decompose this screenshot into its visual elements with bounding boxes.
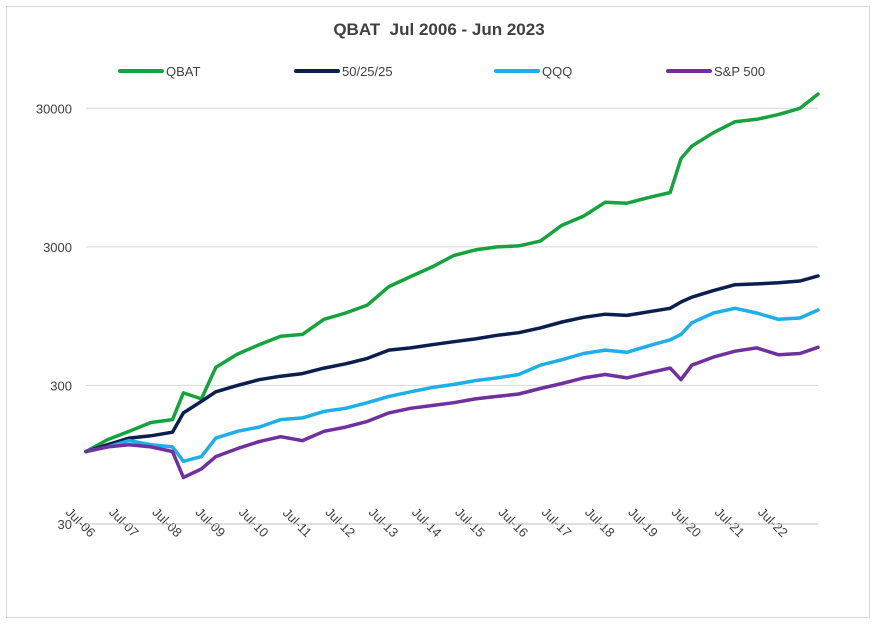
x-tick-label-Jul-16: Jul-16 xyxy=(496,504,532,540)
x-tick-label-Jul-11: Jul-11 xyxy=(280,505,315,540)
x-tick-label-Jul-21: Jul-21 xyxy=(712,504,748,540)
x-tick-label-Jul-20: Jul-20 xyxy=(669,504,705,540)
x-tick-label-Jul-18: Jul-18 xyxy=(582,504,618,540)
series-line-s-p-500 xyxy=(84,345,820,480)
legend-label-50-25-25: 50/25/25 xyxy=(342,64,393,79)
x-tick-label-Jul-09: Jul-09 xyxy=(193,504,229,540)
x-tick-label-Jul-19: Jul-19 xyxy=(625,504,661,540)
x-tick-label-Jul-14: Jul-14 xyxy=(409,504,445,540)
x-tick-label-Jul-08: Jul-08 xyxy=(149,504,185,540)
series-line-qbat xyxy=(84,92,820,454)
legend: QBAT 50/25/25 QQQ S&P 500 xyxy=(118,64,765,79)
x-tick-label-Jul-07: Jul-07 xyxy=(106,504,142,540)
y-axis: 30 300 3000 30000 xyxy=(36,101,72,532)
y-tick-label-30: 30 xyxy=(58,517,72,532)
y-tick-label-3000: 3000 xyxy=(43,240,72,255)
series-lines xyxy=(84,92,820,480)
x-tick-label-Jul-10: Jul-10 xyxy=(236,504,272,540)
series-line-qqq xyxy=(84,306,820,464)
x-tick-label-Jul-13: Jul-13 xyxy=(366,504,402,540)
x-axis: Jul-06 Jul-07 Jul-08 Jul-09 Jul-10 Jul-11 Jul-… xyxy=(63,504,818,540)
x-tick-label-Jul-12: Jul-12 xyxy=(322,504,358,540)
legend-label-s-p-500: S&P 500 xyxy=(714,64,765,79)
legend-label-qbat: QBAT xyxy=(166,64,200,79)
y-tick-label-300: 300 xyxy=(50,378,72,393)
series-line-50-25-25 xyxy=(84,274,820,454)
chart-title: QBAT Jul 2006 - Jun 2023 xyxy=(333,20,545,39)
x-tick-label-Jul-17: Jul-17 xyxy=(539,504,575,540)
y-tick-label-30000: 30000 xyxy=(36,101,72,116)
x-tick-label-Jul-22: Jul-22 xyxy=(755,504,791,540)
x-tick-label-Jul-15: Jul-15 xyxy=(452,504,488,540)
legend-label-qqq: QQQ xyxy=(542,64,572,79)
